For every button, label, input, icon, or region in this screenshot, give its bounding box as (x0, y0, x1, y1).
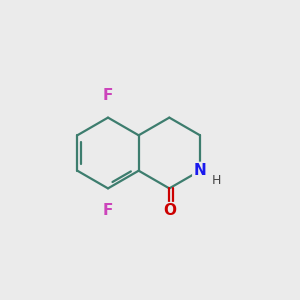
Text: O: O (163, 203, 176, 218)
Text: H: H (212, 174, 221, 187)
Text: N: N (194, 163, 206, 178)
Text: F: F (103, 88, 113, 103)
Text: F: F (103, 203, 113, 218)
